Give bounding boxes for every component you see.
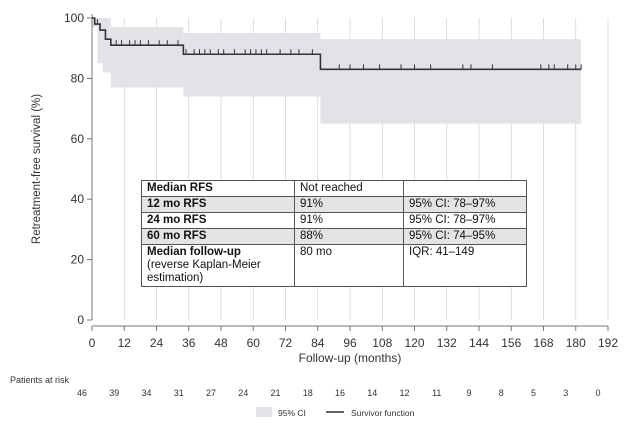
x-axis-title: Follow-up (months) [299,351,402,365]
x-tick-label: 132 [437,336,457,350]
ci-band-segment [320,39,582,124]
at-risk-count: 8 [499,388,504,398]
x-tick-label: 36 [182,336,196,350]
at-risk-count: 46 [77,388,87,398]
y-axis-title: Retreatment-free survival (%) [31,94,43,244]
x-tick-label: 72 [279,336,293,350]
x-tick-label: 168 [533,336,553,350]
table-label: 24 mo RFS [147,214,207,226]
table-row: Median follow-up (reverse Kaplan-Meier es… [141,244,527,287]
table-value-cell: 91% [294,212,404,229]
x-tick-label: 12 [118,336,132,350]
legend-ci-label: 95% CI [278,408,306,418]
table-row: Median RFS Not reached [141,180,527,197]
at-risk-count: 21 [270,388,280,398]
table-label: 12 mo RFS [147,198,207,210]
at-risk-count: 34 [141,388,151,398]
x-tick-label: 60 [247,336,261,350]
ci-band-segment [97,18,103,64]
y-tick-label: 80 [71,71,85,85]
table-label: Median RFS [147,182,213,194]
ci-band-segment [183,33,321,97]
table-label: 60 mo RFS [147,230,207,242]
table-ci-cell: 95% CI: 74–95% [403,228,527,245]
x-tick-label: 144 [469,336,489,350]
table-ci-cell: IQR: 41–149 [403,244,527,287]
y-tick-label: 60 [71,132,85,146]
at-risk-count: 3 [563,388,568,398]
x-tick-label: 84 [311,336,325,350]
at-risk-count: 12 [399,388,409,398]
summary-table: Median RFS Not reached 12 mo RFS 91% 95% CI:… [141,180,527,287]
y-tick-label: 40 [71,192,85,206]
x-tick-label: 108 [372,336,392,350]
at-risk-count: 0 [595,388,600,398]
at-risk-count: 18 [303,388,313,398]
x-tick-label: 24 [150,336,164,350]
table-label-cell: 12 mo RFS [141,196,295,213]
at-risk-count: 9 [466,388,471,398]
table-label-cell: 24 mo RFS [141,212,295,229]
table-value-cell: Not reached [294,180,404,197]
ci-band-segment [102,18,111,73]
at-risk-count: 14 [367,388,377,398]
at-risk-count: 31 [174,388,184,398]
legend-ci-swatch [256,407,272,417]
table-ci-cell: 95% CI: 78–97% [403,212,527,229]
y-tick-label: 20 [71,253,85,267]
x-tick-label: 192 [598,336,618,350]
x-tick-label: 0 [89,336,96,350]
x-tick-label: 156 [501,336,521,350]
at-risk-count: 11 [432,388,441,398]
at-risk-count: 27 [206,388,216,398]
ci-band-segment [110,27,184,88]
at-risk-count: 5 [531,388,536,398]
table-value-cell: 80 mo [294,244,404,287]
table-row: 12 mo RFS 91% 95% CI: 78–97% [141,196,527,213]
table-row: 24 mo RFS 91% 95% CI: 78–97% [141,212,527,229]
y-tick-label: 0 [77,313,84,327]
table-ci-cell [403,180,527,197]
table-label-cell: Median follow-up (reverse Kaplan-Meier es… [141,244,295,287]
at-risk-count: 16 [335,388,345,398]
x-tick-label: 120 [404,336,424,350]
y-tick-label: 100 [64,11,84,25]
table-label-cell: 60 mo RFS [141,228,295,245]
at-risk-count: 24 [238,388,248,398]
x-tick-label: 180 [566,336,586,350]
table-value-cell: 91% [294,196,404,213]
table-value-cell: 88% [294,228,404,245]
table-label-sub: (reverse Kaplan-Meier estimation) [147,259,261,284]
table-label: Median follow-up [147,246,241,258]
patients-at-risk-label: Patients at risk [10,375,70,385]
legend-line-label: Survivor function [351,408,415,418]
table-label-cell: Median RFS [141,180,295,197]
table-ci-cell: 95% CI: 78–97% [403,196,527,213]
x-tick-label: 96 [343,336,357,350]
table-row: 60 mo RFS 88% 95% CI: 74–95% [141,228,527,245]
x-tick-label: 48 [214,336,228,350]
at-risk-count: 39 [109,388,119,398]
